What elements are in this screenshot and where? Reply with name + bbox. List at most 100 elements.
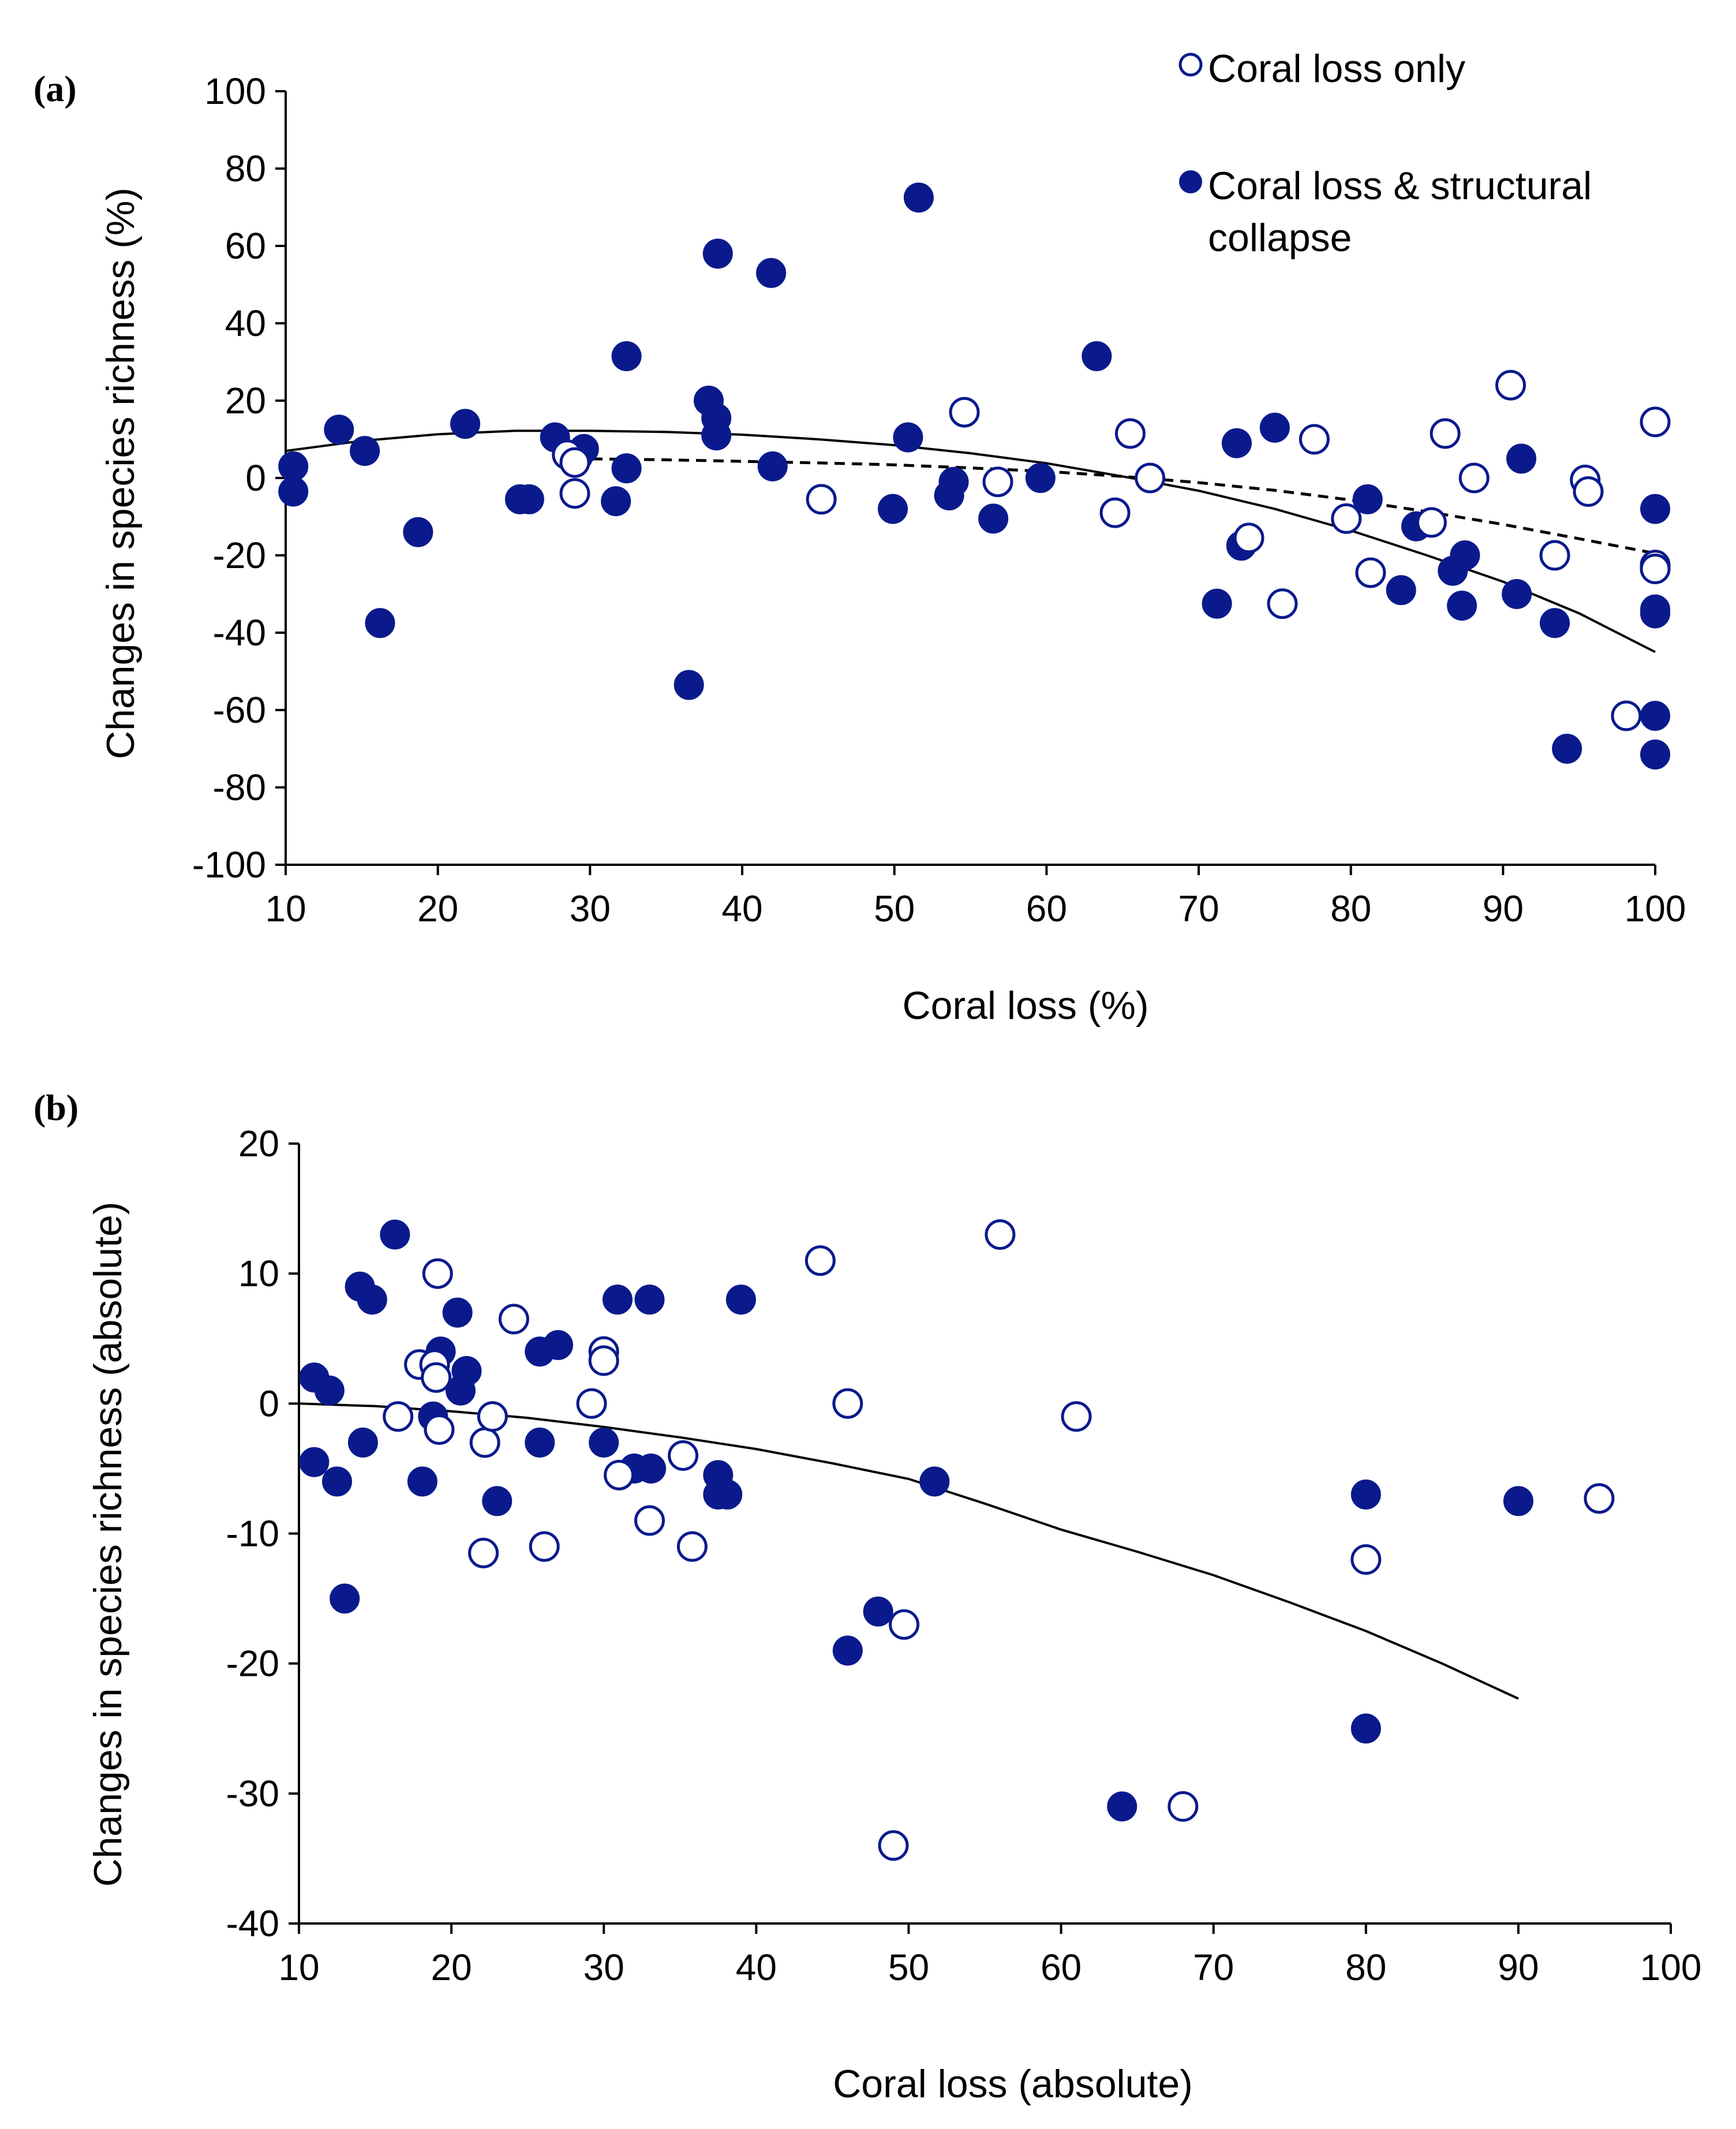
point-filled [1640, 701, 1670, 731]
point-filled [903, 182, 934, 213]
point-filled [324, 414, 354, 445]
x-tick-label: 90 [1498, 1947, 1539, 1988]
point-filled [314, 1375, 345, 1406]
fit-line-solid [285, 429, 1656, 653]
point-open [1355, 557, 1386, 588]
panel-b-x-axis-title: Coral loss (absolute) [833, 2062, 1193, 2106]
point-filled [756, 257, 787, 288]
legend-label-coral-loss-only: Coral loss only [1208, 47, 1465, 91]
x-tick-label: 40 [736, 1947, 777, 1988]
point-filled [1082, 341, 1112, 371]
legend-label-structural-collapse-line2: collapse [1208, 216, 1352, 260]
point-filled [601, 486, 631, 517]
panel-a-fit-lines [285, 429, 1656, 653]
point-filled [451, 1356, 482, 1386]
point-open [498, 1303, 529, 1335]
x-tick-label: 70 [1178, 888, 1219, 929]
x-tick-label: 20 [431, 1947, 472, 1988]
point-filled [278, 476, 309, 507]
y-tick-label: 10 [238, 1253, 279, 1294]
point-open [1640, 406, 1671, 438]
point-filled [1202, 588, 1232, 619]
point-filled [350, 436, 380, 466]
point-filled [322, 1466, 352, 1497]
point-open [604, 1459, 635, 1491]
point-filled [674, 670, 704, 700]
y-tick-label: -100 [192, 844, 266, 886]
point-filled [611, 341, 642, 371]
panel-a-points [278, 182, 1671, 770]
point-filled [442, 1297, 473, 1328]
point-filled [1447, 591, 1477, 621]
point-open [1350, 1544, 1382, 1575]
panel-b: (b) 10 20 30 40 50 60 70 80 90 10020100-10-20-30-… [33, 1087, 1701, 2106]
point-filled [1025, 463, 1056, 493]
point-filled [330, 1583, 360, 1614]
y-tick-label: -40 [226, 1903, 280, 1944]
panel-a-label: (a) [33, 68, 77, 109]
point-filled [1506, 443, 1536, 474]
point-open [676, 1531, 708, 1562]
point-filled [702, 238, 733, 269]
point-filled [1107, 1791, 1138, 1822]
x-tick-label: 70 [1193, 1947, 1234, 1988]
point-open [1495, 369, 1526, 401]
point-filled [1540, 608, 1570, 638]
point-filled [634, 1284, 665, 1315]
y-tick-label: -20 [213, 535, 267, 576]
point-open [985, 1219, 1016, 1250]
point-open [383, 1401, 414, 1432]
point-filled [701, 420, 732, 451]
point-open [805, 1245, 836, 1276]
point-open [1099, 497, 1131, 528]
point-filled [1502, 579, 1532, 609]
point-filled [1503, 1486, 1533, 1517]
point-filled [357, 1284, 387, 1315]
point-open [1331, 503, 1362, 534]
point-open [1114, 418, 1146, 449]
y-tick-label: -40 [213, 612, 267, 653]
panel-a: (a) 10 20 30 40 50 60 70 80 90 100 100 80 60 40 20 0 -20… [33, 47, 1686, 1028]
point-open [422, 1258, 453, 1289]
x-tick-label: 50 [874, 888, 915, 929]
point-filled [299, 1447, 330, 1477]
point-filled [525, 1427, 555, 1458]
x-tick-label: 10 [265, 888, 306, 929]
point-filled [919, 1466, 950, 1497]
point-filled [403, 517, 433, 547]
point-open [576, 1388, 607, 1419]
x-tick-label: 10 [278, 1947, 319, 1988]
y-tick-label: 20 [225, 380, 266, 421]
y-tick-label: 80 [225, 148, 266, 189]
point-filled [1350, 1713, 1381, 1744]
x-tick-label: 30 [583, 1947, 624, 1988]
x-tick-label: 100 [1640, 1947, 1702, 1988]
point-open [668, 1440, 699, 1471]
x-tick-label: 60 [1041, 1947, 1082, 1988]
y-tick-label: -10 [226, 1513, 280, 1555]
point-open [878, 1830, 909, 1861]
x-tick-label: 20 [417, 888, 458, 929]
point-filled [757, 451, 788, 481]
point-open [949, 397, 980, 428]
point-filled [1350, 1479, 1381, 1510]
point-filled [832, 1635, 863, 1666]
legend-label-structural-collapse: Coral loss & structural [1208, 164, 1592, 208]
point-filled [978, 503, 1009, 534]
point-open [559, 447, 590, 478]
point-open [832, 1388, 863, 1419]
point-filled [938, 466, 969, 497]
x-tick-label: 30 [570, 888, 611, 929]
point-open [1539, 540, 1570, 571]
y-tick-label: -60 [213, 689, 267, 731]
y-tick-label: 20 [238, 1123, 279, 1164]
point-open [806, 484, 837, 515]
point-open [529, 1531, 560, 1562]
x-tick-label: 50 [888, 1947, 929, 1988]
point-filled [611, 453, 642, 484]
point-open [1430, 418, 1461, 449]
point-filled [725, 1284, 756, 1315]
point-open [559, 478, 590, 509]
point-open [1061, 1401, 1092, 1432]
point-open [1611, 700, 1642, 731]
